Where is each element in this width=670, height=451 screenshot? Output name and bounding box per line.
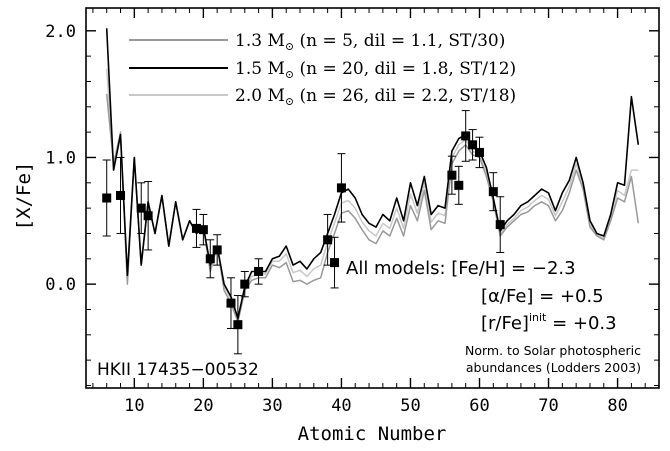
legend-label-3: 2.0 M⊙ (n = 26, dil = 2.2, ST/18) bbox=[235, 86, 516, 108]
data-point bbox=[330, 258, 340, 268]
x-tick-label: 80 bbox=[607, 396, 627, 416]
annotation-r-fe-value: = +0.3 bbox=[546, 313, 616, 334]
x-tick-label: 50 bbox=[400, 396, 420, 416]
legend-label-1: 1.3 M⊙ (n = 5, dil = 1.1, ST/30) bbox=[235, 31, 505, 53]
legend-solar-symbol: ⊙ bbox=[285, 68, 294, 81]
y-axis-label: [X/Fe] bbox=[13, 162, 35, 231]
data-point bbox=[475, 147, 485, 157]
star-name-label: HKII 17435−00532 bbox=[97, 360, 259, 380]
data-point bbox=[205, 254, 215, 264]
data-point bbox=[454, 180, 464, 190]
data-point bbox=[191, 223, 201, 233]
data-point bbox=[488, 187, 498, 197]
data-point bbox=[116, 190, 126, 200]
annotation-r-fe: [r/Fe]init = +0.3 bbox=[481, 311, 617, 334]
legend-label-2: 1.5 M⊙ (n = 20, dil = 1.8, ST/12) bbox=[235, 59, 516, 81]
annotation-all-models: All models: [Fe/H] = −2.3 bbox=[346, 258, 576, 279]
x-tick-label: 20 bbox=[193, 396, 213, 416]
data-point bbox=[233, 320, 243, 330]
legend-solar-symbol: ⊙ bbox=[285, 95, 294, 108]
x-tick-label: 10 bbox=[124, 396, 144, 416]
legend-mass: 1.5 M bbox=[235, 59, 285, 79]
observed-abundances bbox=[102, 110, 505, 355]
legend-detail: (n = 20, dil = 1.8, ST/12) bbox=[294, 59, 516, 79]
data-point bbox=[461, 131, 471, 141]
x-tick-label: 40 bbox=[331, 396, 351, 416]
series-line-3 bbox=[105, 68, 639, 321]
x-tick-label: 70 bbox=[538, 396, 558, 416]
data-point bbox=[323, 235, 333, 245]
y-tick-label: 2.0 bbox=[45, 22, 76, 42]
y-tick-label: 0.0 bbox=[45, 275, 76, 295]
legend-detail: (n = 26, dil = 2.2, ST/18) bbox=[294, 86, 516, 106]
annotation-norm-line2: abundances (Lodders 2003) bbox=[466, 360, 641, 375]
data-point bbox=[495, 220, 505, 230]
data-point bbox=[212, 245, 222, 255]
plot-frame bbox=[85, 7, 660, 389]
data-point bbox=[136, 203, 146, 213]
x-axis-label: Atomic Number bbox=[298, 423, 447, 445]
legend-detail: (n = 5, dil = 1.1, ST/30) bbox=[294, 31, 505, 51]
data-point bbox=[102, 193, 112, 203]
legend: 1.3 M⊙ (n = 5, dil = 1.1, ST/30)1.5 M⊙ (… bbox=[129, 31, 516, 108]
data-point bbox=[198, 225, 208, 235]
data-point bbox=[447, 170, 457, 180]
data-point bbox=[226, 298, 236, 308]
annotation-alpha-fe: [α/Fe] = +0.5 bbox=[481, 286, 604, 307]
data-point bbox=[468, 140, 478, 150]
annotation-norm-line1: Norm. to Solar photospheric bbox=[465, 343, 641, 358]
x-tick-label: 30 bbox=[262, 396, 282, 416]
annotation-r-fe-main: [r/Fe] bbox=[481, 313, 529, 334]
x-tick-label: 60 bbox=[469, 396, 489, 416]
data-point bbox=[254, 266, 264, 276]
annotation-r-fe-sup: init bbox=[529, 311, 547, 324]
axis-ticks: 10 20 30 40 50 60 70 80 0.0 1.0 2.0 bbox=[45, 8, 660, 416]
y-tick-label: 1.0 bbox=[45, 148, 76, 168]
legend-mass: 2.0 M bbox=[235, 86, 285, 106]
data-point bbox=[143, 211, 153, 221]
legend-solar-symbol: ⊙ bbox=[285, 40, 294, 53]
legend-mass: 1.3 M bbox=[235, 31, 285, 51]
data-point bbox=[240, 279, 250, 289]
data-point bbox=[336, 183, 346, 193]
